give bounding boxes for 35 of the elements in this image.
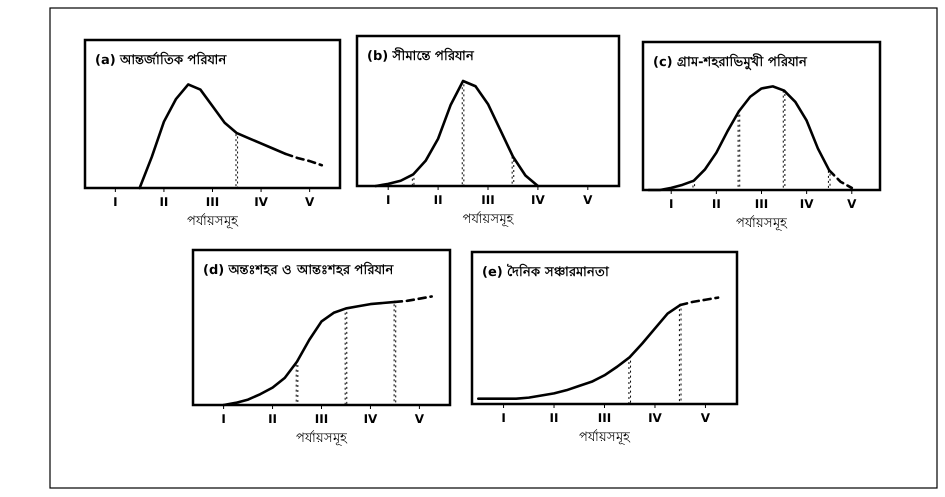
- x-tick-label: I: [113, 195, 118, 209]
- x-tick-label: II: [712, 197, 721, 211]
- x-tick-label: I: [668, 197, 674, 211]
- x-tick-label: II: [159, 195, 168, 209]
- x-tick-label: V: [304, 195, 315, 209]
- x-tick-label: II: [434, 193, 443, 207]
- x-tick-label: V: [583, 193, 594, 207]
- x-axis-title: পর্যায়সমূহ: [736, 215, 788, 231]
- x-tick-label: III: [754, 197, 768, 211]
- x-tick-label: IV: [648, 411, 663, 425]
- chart-title: (c) গ্রাম-শহরাভিমুখী পরিযান: [653, 53, 808, 71]
- x-tick-label: IV: [254, 195, 269, 209]
- x-tick-label: V: [847, 197, 858, 211]
- chart-title: (a) আন্তর্জাতিক পরিযান: [95, 51, 228, 68]
- x-tick-label: IV: [800, 197, 814, 211]
- x-axis-title: পর্যায়সমূহ: [296, 430, 348, 446]
- x-tick-label: III: [314, 412, 328, 426]
- x-tick-label: I: [221, 412, 226, 426]
- x-tick-label: V: [700, 411, 711, 425]
- x-tick-label: II: [268, 412, 278, 426]
- x-tick-label: III: [481, 193, 495, 207]
- x-tick-label: IV: [531, 193, 546, 207]
- x-tick-label: I: [386, 193, 390, 207]
- x-axis-title: পর্যায়সমূহ: [462, 211, 514, 227]
- x-tick-label: III: [598, 411, 612, 425]
- x-tick-label: IV: [364, 412, 378, 426]
- x-tick-label: II: [550, 411, 558, 425]
- x-tick-label: III: [206, 195, 220, 209]
- x-axis-title: পর্যায়সমূহ: [187, 213, 239, 229]
- chart-title: (d) অন্তঃশহর ও আন্তঃশহর পরিযান: [203, 261, 394, 278]
- x-tick-label: V: [414, 412, 425, 426]
- chart-title: (e) দৈনিক সঞ্চারমানতা: [482, 263, 610, 280]
- chart-title: (b) সীমান্তে পরিযান: [367, 47, 476, 64]
- x-axis-title: পর্যায়সমূহ: [579, 429, 631, 445]
- x-tick-label: I: [501, 411, 506, 425]
